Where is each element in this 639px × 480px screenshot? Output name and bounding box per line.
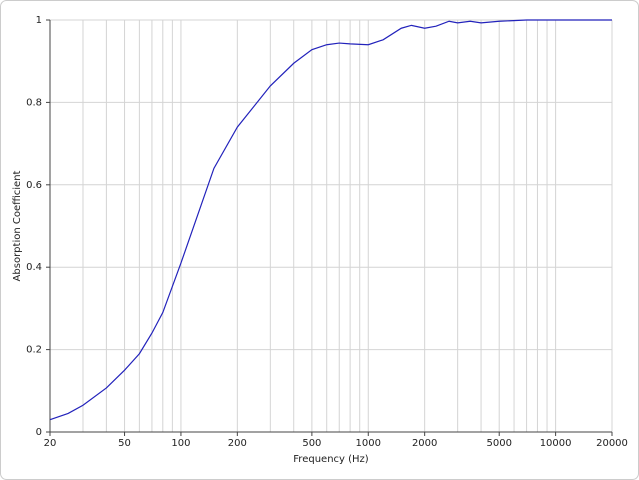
x-tick-label: 20000: [596, 438, 628, 449]
x-tick-label: 500: [302, 438, 321, 449]
x-tick-label: 1000: [356, 438, 381, 449]
x-tick-label: 100: [171, 438, 190, 449]
x-tick-label: 10000: [540, 438, 572, 449]
y-tick-label: 1: [36, 15, 42, 26]
y-tick-label: 0.8: [26, 97, 42, 108]
y-axis-label: Absorption Coefficient: [12, 170, 23, 281]
y-tick-label: 0: [36, 427, 42, 438]
data-line: [49, 19, 612, 421]
x-tick-label: 5000: [486, 438, 511, 449]
x-tick-label: 20: [44, 438, 57, 449]
y-tick-label: 0.6: [26, 180, 42, 191]
y-tick-label: 0.4: [26, 262, 42, 273]
y-tick-label: 0.2: [26, 345, 42, 356]
x-axis-label: Frequency (Hz): [293, 454, 369, 465]
x-tick-label: 200: [228, 438, 247, 449]
x-tick-label: 50: [118, 438, 131, 449]
x-tick-label: 2000: [412, 438, 437, 449]
